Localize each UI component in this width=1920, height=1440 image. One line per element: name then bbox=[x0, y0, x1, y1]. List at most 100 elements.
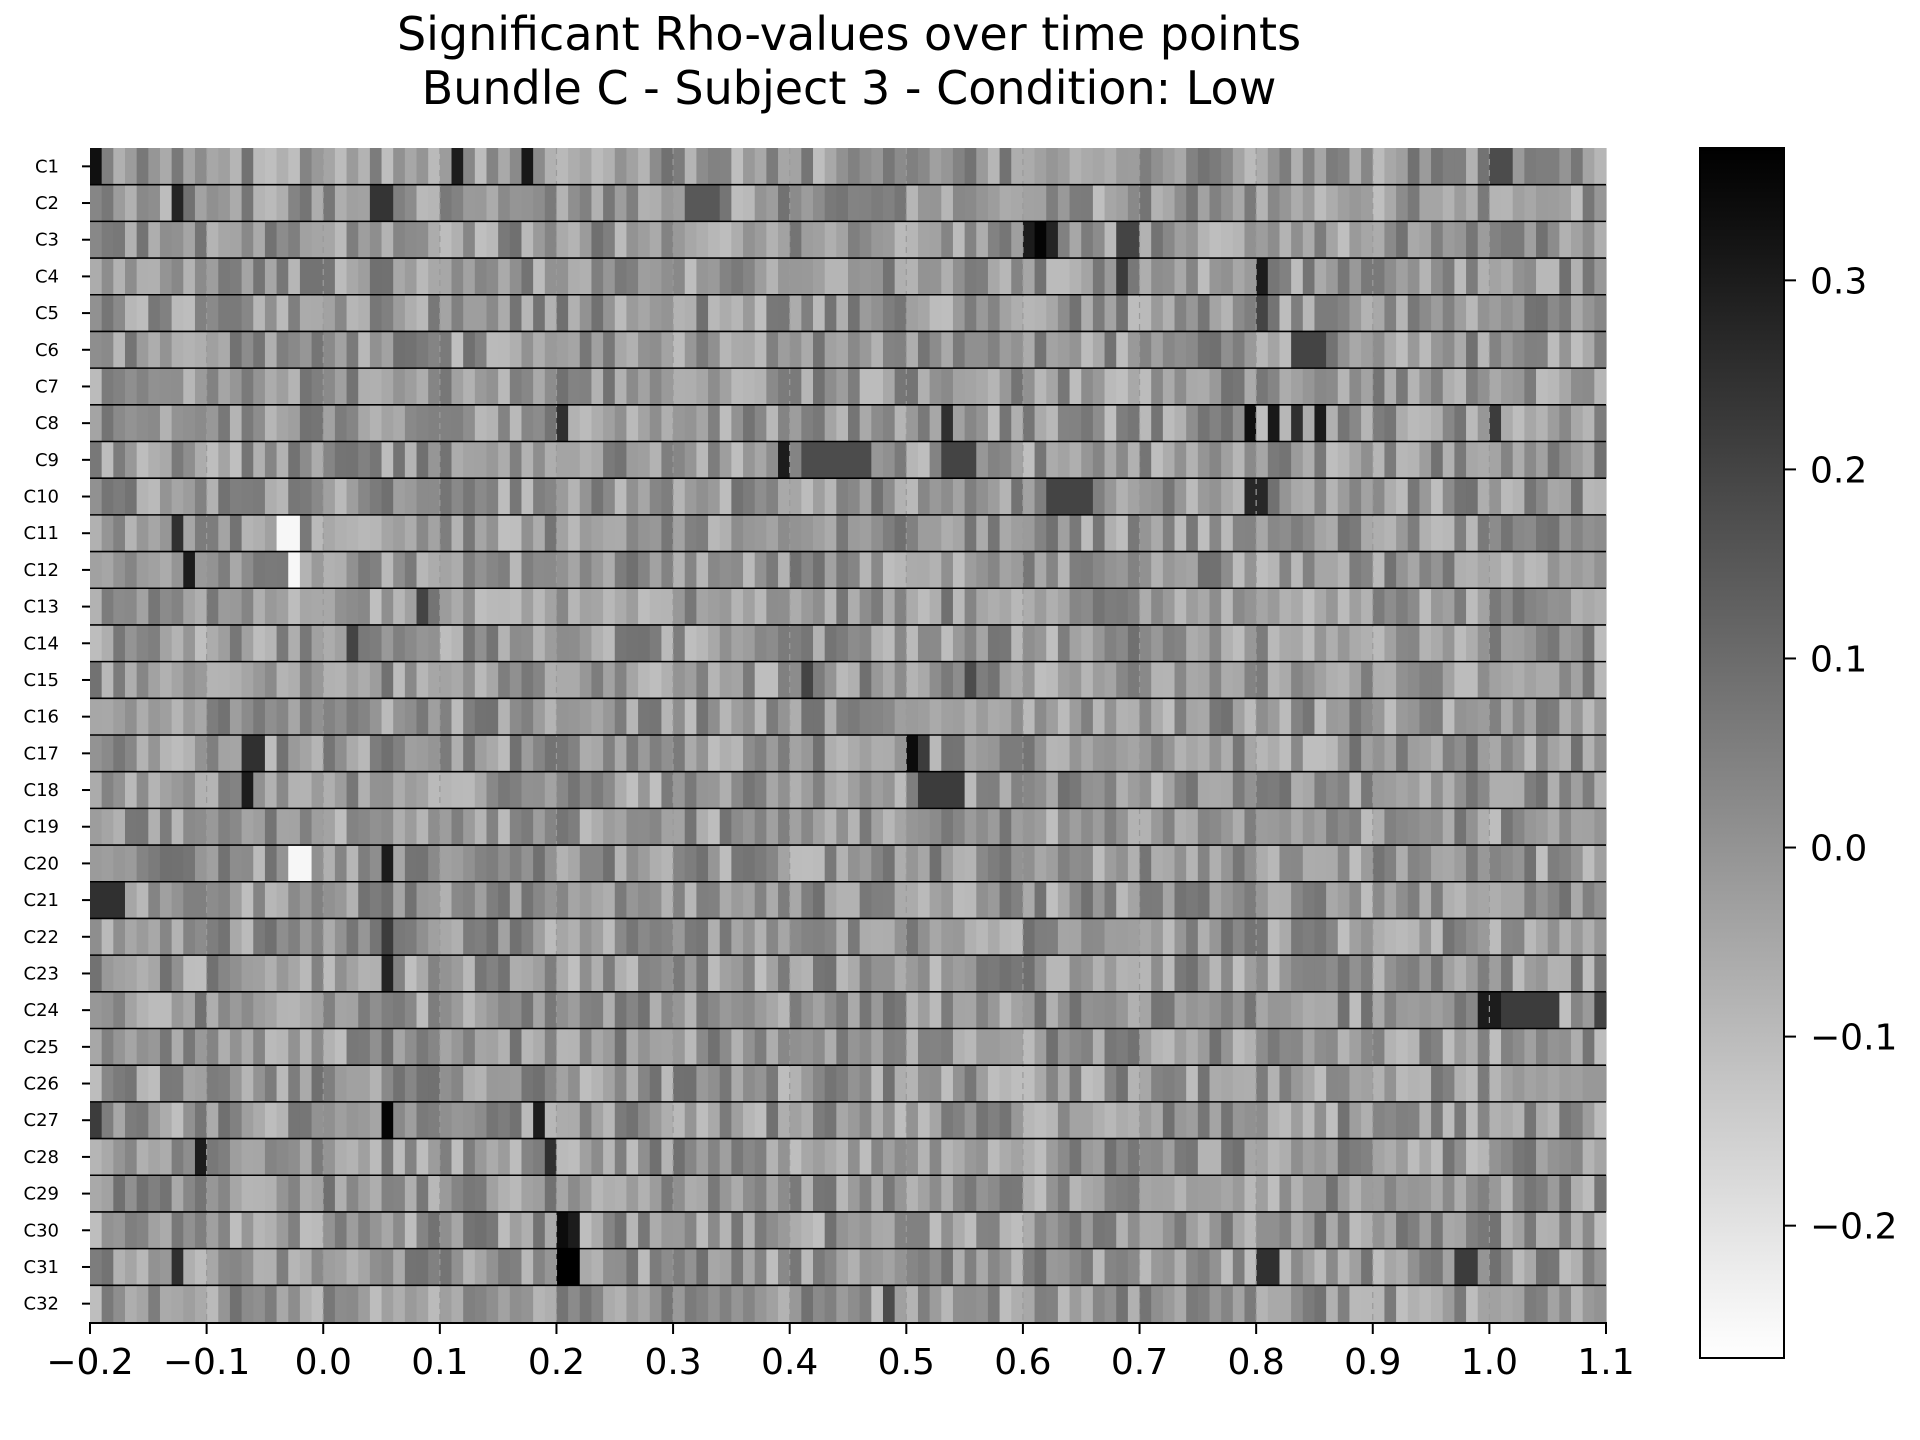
heatmap-cell bbox=[871, 771, 884, 809]
heatmap-cell bbox=[1349, 588, 1362, 626]
heatmap-cell bbox=[183, 1211, 196, 1250]
heatmap-cell bbox=[183, 1175, 196, 1213]
heatmap-cell bbox=[1512, 771, 1525, 809]
heatmap-cell bbox=[439, 478, 453, 516]
heatmap-cell bbox=[358, 441, 371, 479]
heatmap-cell bbox=[952, 918, 966, 956]
heatmap-cell bbox=[1431, 294, 1444, 332]
heatmap-cell bbox=[334, 368, 348, 406]
heatmap-cell bbox=[323, 588, 336, 626]
heatmap-cell bbox=[1337, 1065, 1351, 1103]
heatmap-cell bbox=[1267, 881, 1281, 919]
heatmap-cell bbox=[719, 368, 732, 406]
heatmap-cell bbox=[929, 881, 942, 919]
heatmap-cell bbox=[264, 735, 278, 773]
heatmap-cell bbox=[253, 148, 266, 186]
heatmap-cell bbox=[1454, 661, 1467, 699]
heatmap-cell bbox=[1489, 221, 1502, 259]
heatmap-cell bbox=[1372, 184, 1386, 222]
heatmap-cell bbox=[1104, 294, 1117, 332]
heatmap-cell bbox=[719, 478, 732, 516]
heatmap-cell bbox=[1512, 624, 1525, 663]
heatmap-cell bbox=[509, 588, 523, 626]
heatmap-cell bbox=[859, 404, 872, 442]
heatmap-cell bbox=[941, 368, 954, 406]
heatmap-cell bbox=[894, 955, 907, 993]
heatmap-cell bbox=[393, 661, 406, 699]
heatmap-cell bbox=[626, 624, 639, 663]
heatmap-cell bbox=[638, 845, 651, 883]
heatmap-cell bbox=[1069, 184, 1082, 222]
heatmap-cell bbox=[906, 624, 919, 663]
heatmap-cell bbox=[708, 551, 721, 589]
heatmap-cell bbox=[836, 478, 849, 516]
heatmap-cell bbox=[463, 1065, 476, 1103]
heatmap-cell bbox=[276, 661, 289, 699]
heatmap-cell bbox=[778, 845, 791, 883]
heatmap-cell bbox=[439, 221, 453, 259]
heatmap-cell bbox=[451, 184, 464, 222]
heatmap-cell bbox=[253, 1028, 266, 1066]
heatmap-cell bbox=[393, 1101, 406, 1139]
heatmap-cell bbox=[626, 771, 639, 809]
heatmap-cell bbox=[1151, 148, 1164, 186]
heatmap-cell bbox=[952, 514, 966, 552]
heatmap-cell bbox=[1454, 1285, 1467, 1323]
heatmap-cell bbox=[964, 845, 977, 883]
heatmap-cell bbox=[1279, 478, 1292, 516]
heatmap-cell bbox=[393, 478, 406, 516]
heatmap-cell bbox=[673, 258, 686, 296]
heatmap-cell bbox=[1104, 1211, 1117, 1250]
heatmap-cell bbox=[486, 624, 499, 663]
heatmap-cell bbox=[1396, 258, 1409, 296]
heatmap-cell bbox=[1209, 221, 1222, 259]
heatmap-cell bbox=[1326, 478, 1339, 516]
heatmap-cell bbox=[614, 881, 628, 919]
heatmap-cell bbox=[1349, 1138, 1362, 1176]
heatmap-cell bbox=[1536, 881, 1549, 919]
heatmap-cell bbox=[439, 991, 453, 1029]
heatmap-cell bbox=[90, 1065, 103, 1103]
heatmap-cell bbox=[1057, 331, 1071, 369]
heatmap-cell bbox=[264, 368, 278, 406]
heatmap-cell bbox=[1536, 918, 1549, 956]
heatmap-cell bbox=[521, 735, 534, 773]
heatmap-cell bbox=[754, 1285, 767, 1323]
heatmap-cell bbox=[579, 1285, 593, 1323]
heatmap-cell bbox=[1326, 1065, 1339, 1103]
heatmap-cell bbox=[1127, 881, 1141, 919]
heatmap-cell bbox=[136, 221, 149, 259]
heatmap-cell bbox=[463, 735, 476, 773]
heatmap-cell bbox=[999, 404, 1012, 442]
heatmap-cell bbox=[1162, 881, 1176, 919]
heatmap-cell bbox=[591, 404, 604, 442]
heatmap-cell bbox=[673, 698, 686, 736]
heatmap-cell bbox=[1302, 221, 1316, 259]
heatmap-cell bbox=[218, 588, 231, 626]
heatmap-cell bbox=[952, 845, 966, 883]
heatmap-cell bbox=[311, 441, 324, 479]
heatmap-cell bbox=[381, 991, 394, 1029]
heatmap-cell bbox=[1442, 184, 1455, 222]
heatmap-cell bbox=[1314, 845, 1327, 883]
heatmap-cell bbox=[1477, 1065, 1490, 1103]
heatmap-cell bbox=[463, 1211, 476, 1250]
heatmap-cell bbox=[463, 991, 476, 1029]
heatmap-cell bbox=[1477, 1138, 1490, 1176]
heatmap-cell bbox=[1442, 1065, 1455, 1103]
heatmap-cell bbox=[1571, 735, 1584, 773]
heatmap-cell bbox=[113, 148, 126, 186]
heatmap-cell bbox=[1279, 441, 1292, 479]
heatmap-cell bbox=[276, 294, 289, 332]
heatmap-cell bbox=[90, 771, 103, 809]
heatmap-cell bbox=[229, 845, 243, 883]
heatmap-cell bbox=[241, 881, 254, 919]
heatmap-cell bbox=[719, 661, 732, 699]
heatmap-cell bbox=[1104, 184, 1117, 222]
heatmap-cell bbox=[393, 258, 406, 296]
heatmap-cell bbox=[848, 294, 861, 332]
heatmap-cell bbox=[404, 478, 418, 516]
heatmap-cell bbox=[1302, 294, 1316, 332]
heatmap-cell bbox=[964, 221, 977, 259]
heatmap-cell bbox=[976, 1028, 989, 1066]
